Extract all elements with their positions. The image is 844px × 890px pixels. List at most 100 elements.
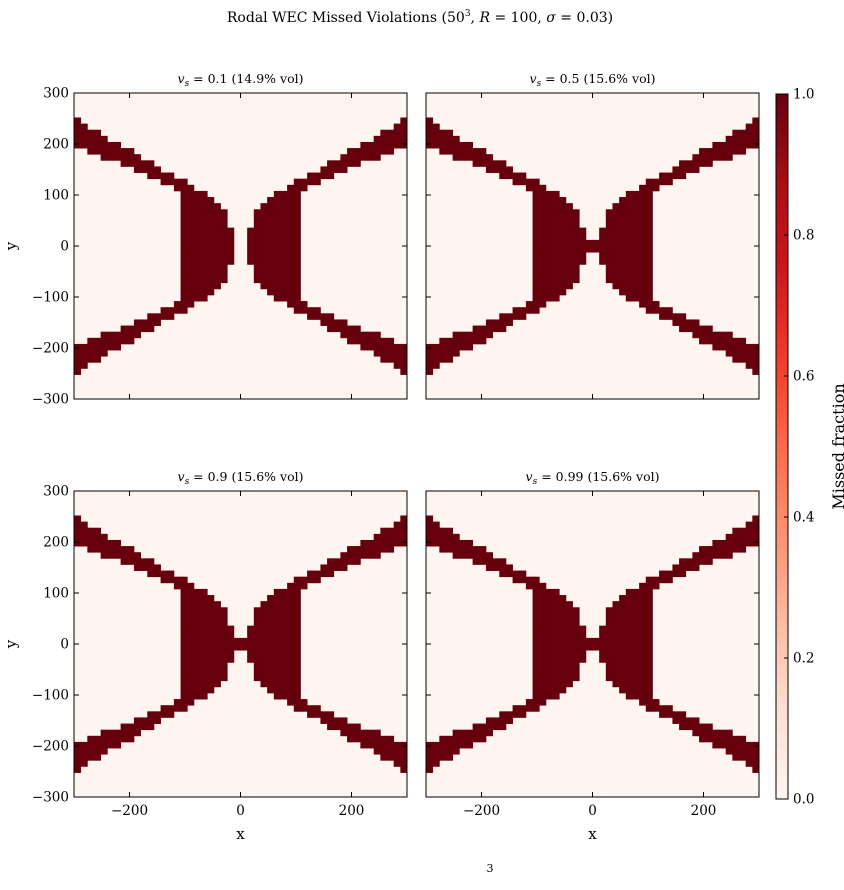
heatmap-cell [539, 607, 547, 614]
heatmap-cell [559, 270, 567, 277]
heatmap-cell [625, 613, 633, 620]
heatmap-cell [293, 668, 301, 675]
heatmap-cell [539, 656, 547, 663]
heatmap-cell [492, 166, 500, 173]
heatmap-cell [532, 246, 540, 253]
heatmap-cell [113, 331, 122, 339]
heatmap-cell [193, 227, 201, 235]
heatmap-cell [705, 558, 713, 565]
heatmap-cell [539, 692, 547, 700]
heatmap-cell [485, 552, 493, 559]
heatmap-cell [539, 288, 547, 296]
heatmap-cell [445, 546, 454, 553]
heatmap-cell [293, 203, 301, 210]
heatmap-cell [492, 564, 500, 571]
heatmap-cell [287, 686, 295, 694]
heatmap-cell [267, 215, 275, 222]
heatmap-cell [539, 662, 547, 669]
heatmap-cell [207, 613, 215, 620]
heatmap-cell [293, 209, 301, 216]
heatmap-cell [307, 313, 315, 320]
heatmap-cell [539, 276, 547, 284]
heatmap-cell [260, 637, 268, 645]
heatmap-cell [599, 625, 607, 633]
heatmap-cell [559, 246, 567, 253]
heatmap-cell [752, 129, 760, 137]
heatmap-cell [273, 613, 281, 620]
heatmap-cell [287, 619, 295, 627]
heatmap-cell [260, 258, 268, 265]
heatmap-cell [260, 625, 268, 633]
heatmap-cell [293, 197, 301, 204]
heatmap-cell [499, 723, 507, 731]
heatmap-cell [472, 558, 480, 565]
heatmap-cell [539, 699, 547, 706]
heatmap-cell [639, 668, 647, 675]
heatmap-cell [160, 178, 168, 186]
heatmap-cell [432, 141, 440, 149]
y-tick-label: −100 [32, 290, 69, 306]
heatmap-cell [80, 135, 88, 143]
heatmap-cell [273, 233, 281, 241]
heatmap-cell [465, 741, 474, 749]
heatmap-cell [387, 533, 395, 541]
heatmap-cell [213, 613, 221, 620]
heatmap-cell [207, 197, 215, 204]
heatmap-cell [665, 711, 673, 718]
heatmap-cell [639, 294, 647, 302]
heatmap-cell [559, 625, 567, 633]
heatmap-cell [180, 294, 188, 302]
heatmap-cell [612, 625, 620, 633]
heatmap-cell [260, 264, 268, 271]
heatmap-cell [645, 307, 653, 314]
heatmap-cell [572, 227, 580, 235]
heatmap-cell [320, 570, 328, 578]
heatmap-cell [393, 741, 401, 749]
heatmap-cell [180, 252, 188, 259]
heatmap-cell [565, 680, 573, 688]
heatmap-cell [127, 148, 135, 155]
heatmap-cell [287, 233, 295, 241]
heatmap-cell [639, 184, 647, 192]
heatmap-cell [200, 650, 208, 657]
heatmap-cell [565, 644, 573, 651]
heatmap-cell [213, 209, 221, 216]
heatmap-cell [579, 637, 587, 645]
heatmap-cell [267, 637, 275, 645]
heatmap-cell [253, 668, 261, 675]
heatmap-cell [187, 680, 195, 688]
heatmap-cell [519, 172, 527, 180]
heatmap-cell [605, 276, 613, 284]
heatmap-cell [639, 631, 647, 639]
heatmap-cell [107, 735, 115, 743]
heatmap-cells [74, 515, 408, 773]
heatmap-cell [293, 601, 301, 608]
heatmap-cell [632, 662, 640, 669]
heatmap-cell [260, 601, 268, 608]
heatmap-cell [532, 650, 540, 657]
heatmap-cell [273, 190, 281, 198]
heatmap-cell [300, 705, 308, 712]
heatmap-cell [247, 233, 255, 241]
heatmap-cell [539, 637, 547, 645]
heatmap-cell [260, 239, 268, 247]
heatmap-cell [705, 546, 713, 553]
heatmap-cell [267, 662, 275, 669]
heatmap-cell [645, 631, 653, 639]
heatmap-cell [532, 307, 540, 314]
heatmap-cell [639, 625, 647, 633]
heatmap-cell [400, 368, 408, 375]
heatmap-cell [439, 735, 447, 743]
heatmap-cell [360, 141, 368, 149]
heatmap-cell [273, 197, 281, 204]
heatmap-cell [532, 662, 540, 669]
heatmap-cell [426, 141, 434, 149]
heatmap-cell [452, 350, 460, 357]
heatmap-cell [267, 233, 275, 241]
heatmap-cell [260, 215, 268, 222]
figure-title: Rodal WEC Missed Violations (503, R = 10… [227, 9, 613, 26]
heatmap-cell [645, 221, 653, 229]
heatmap-cell [287, 601, 295, 608]
heatmap-cell [220, 662, 228, 669]
heatmap-cell [387, 527, 395, 535]
